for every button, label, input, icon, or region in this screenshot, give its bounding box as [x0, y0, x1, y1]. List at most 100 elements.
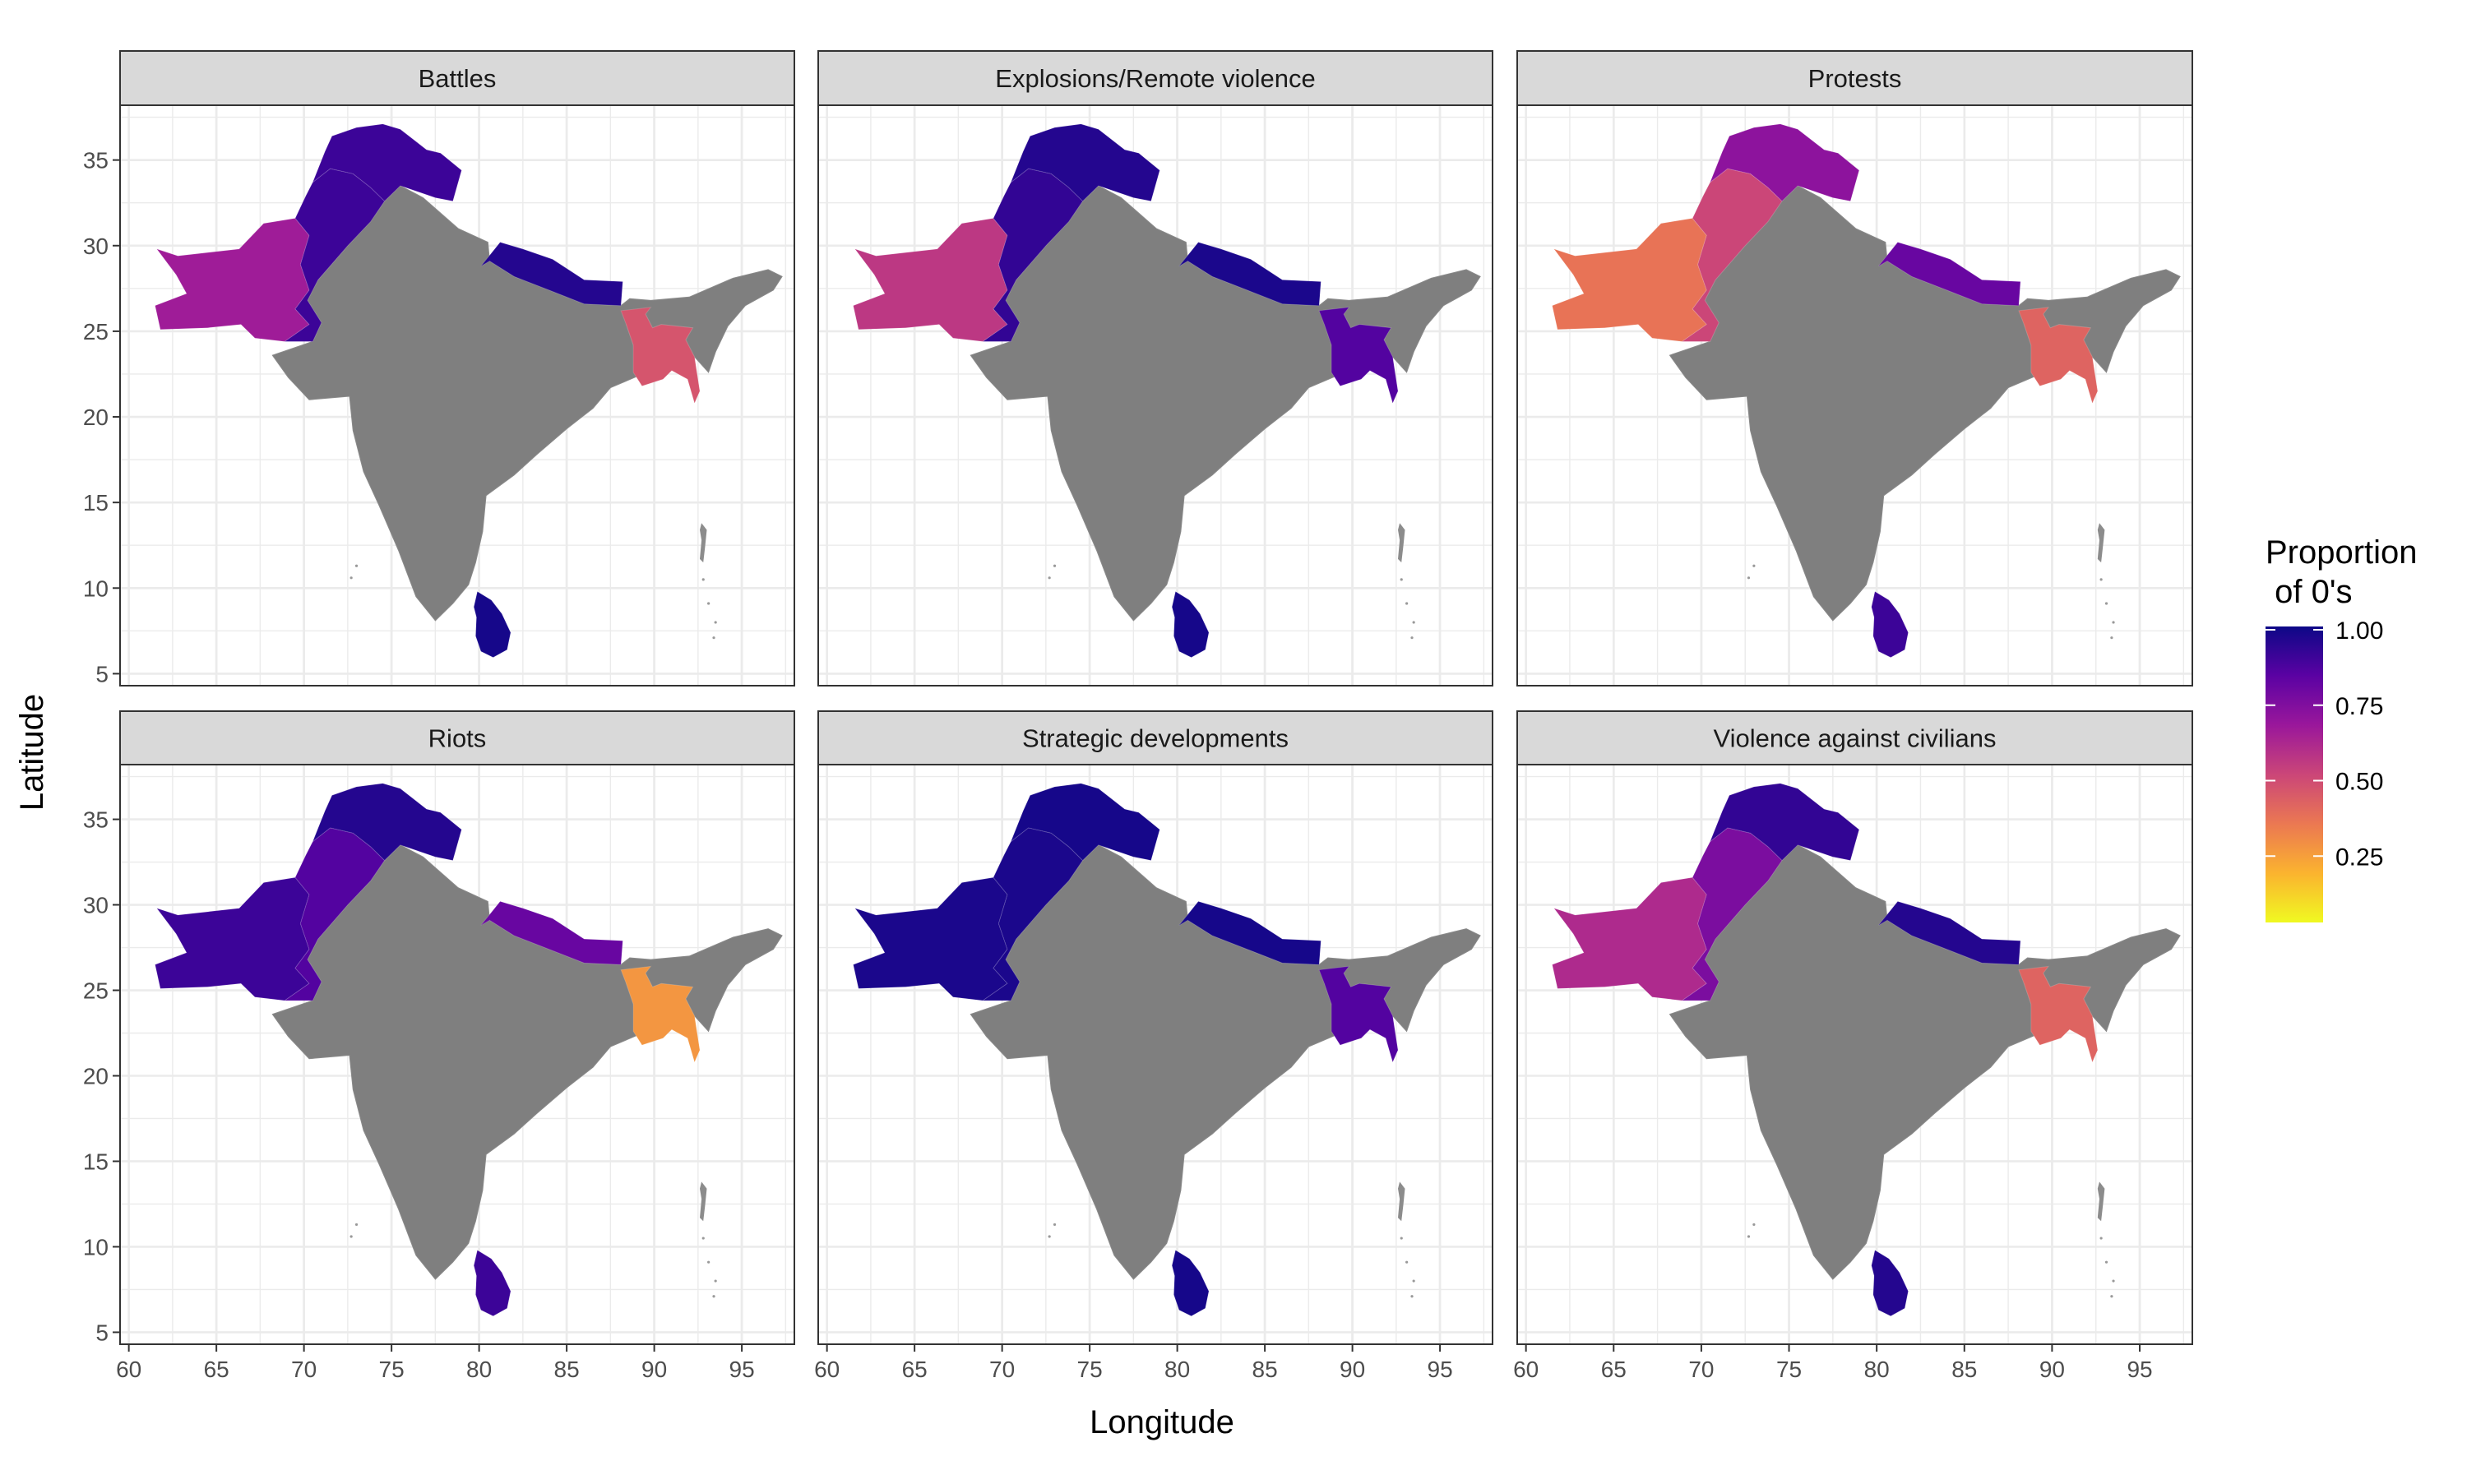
y-tick-label: 5	[95, 1320, 109, 1345]
x-tick-label: 90	[2039, 1357, 2065, 1382]
region-islands	[700, 523, 707, 563]
x-tick-label: 65	[1601, 1357, 1627, 1382]
region-nepal	[1877, 242, 2021, 307]
x-tick-label: 90	[641, 1357, 667, 1382]
island-dot	[2112, 1279, 2115, 1283]
x-tick-label: 60	[1513, 1357, 1539, 1382]
island-dot	[2110, 1295, 2113, 1298]
x-tick-label: 85	[1252, 1357, 1278, 1382]
legend-tick-label: 0.75	[2335, 693, 2383, 720]
facet-title: Explosions/Remote violence	[995, 64, 1315, 93]
x-tick-label: 90	[1340, 1357, 1365, 1382]
island-dot	[2099, 578, 2103, 581]
panel-border	[119, 764, 795, 1345]
legend-colorbar	[2266, 626, 2323, 922]
region-bangladesh	[2018, 307, 2099, 405]
facet-panel: Strategic developments 60 65 70 75 80 85 90 95	[814, 710, 1493, 1382]
y-tick-label: 25	[83, 978, 109, 1004]
island-dot	[1412, 621, 1415, 624]
facet-strip	[817, 710, 1493, 765]
legend-title-line2: of 0's	[2266, 574, 2352, 610]
island-dot	[714, 621, 717, 624]
x-tick-label: 60	[116, 1357, 141, 1382]
legend-tick-label: 0.25	[2335, 844, 2383, 871]
legend-tick-label: 0.50	[2335, 769, 2383, 796]
facet-title: Protests	[1808, 64, 1902, 93]
region-bangladesh	[2018, 965, 2099, 1064]
legend-title-line1: Proportion	[2266, 534, 2418, 571]
island-dot	[707, 1260, 710, 1264]
facet-title: Violence against civilians	[1713, 724, 1996, 753]
island-dot	[349, 576, 353, 580]
region-pak-n	[1010, 783, 1160, 862]
island-dot	[1412, 1279, 1415, 1283]
facet-panel: Protests	[1516, 50, 2193, 687]
facet-title: Strategic developments	[1022, 724, 1289, 753]
y-tick-label: 35	[83, 148, 109, 173]
island-dot	[1747, 1235, 1751, 1238]
region-pak-n	[1010, 123, 1160, 202]
facet-panel: Battles 5 10 15 20 25 30 35	[83, 50, 795, 687]
island-dot	[1405, 602, 1409, 605]
y-tick-label: 10	[83, 1234, 109, 1260]
island-dot	[354, 1223, 359, 1227]
region-pak-n	[312, 123, 462, 202]
x-tick-label: 85	[1951, 1357, 1977, 1382]
facet-strip	[119, 50, 795, 106]
island-dot	[1752, 1223, 1756, 1227]
panel-border	[817, 764, 1493, 1345]
region-islands	[700, 1181, 707, 1222]
island-dot	[354, 564, 359, 567]
x-tick-label: 95	[729, 1357, 755, 1382]
y-tick-label: 20	[83, 1063, 109, 1089]
facet-strip	[817, 50, 1493, 106]
island-dot	[1048, 1235, 1051, 1238]
x-tick-label: 70	[1688, 1357, 1714, 1382]
island-dot	[1400, 578, 1403, 581]
x-tick-label: 80	[466, 1357, 492, 1382]
y-tick-label: 20	[83, 405, 109, 430]
island-dot	[714, 1279, 717, 1283]
island-dot	[1048, 576, 1051, 580]
panel-border	[119, 104, 795, 687]
facet-strip	[1516, 50, 2193, 106]
region-pak-n	[1709, 783, 1860, 862]
region-bangladesh	[1318, 965, 1399, 1064]
x-tick-label: 80	[1164, 1357, 1190, 1382]
region-nepal	[480, 900, 623, 965]
panel-border	[817, 104, 1493, 687]
island-dot	[1405, 1260, 1409, 1264]
island-dot	[2099, 1237, 2103, 1240]
island-dot	[349, 1235, 353, 1238]
legend: Proportion of 0's 1.00 0.75 0.50 0.25	[2266, 534, 2418, 922]
island-dot	[1752, 564, 1756, 567]
facet-strip	[119, 710, 795, 765]
facet-title: Riots	[428, 724, 487, 753]
x-tick-label: 65	[204, 1357, 229, 1382]
island-dot	[712, 636, 715, 640]
y-tick-label: 30	[83, 233, 109, 259]
x-axis-title: Longitude	[1090, 1404, 1234, 1440]
panel-border	[1516, 764, 2193, 1345]
island-dot	[2104, 1260, 2108, 1264]
x-tick-label: 95	[1428, 1357, 1453, 1382]
region-nepal	[1178, 242, 1321, 307]
y-axis-title: Latitude	[14, 694, 50, 811]
island-dot	[2112, 621, 2115, 624]
x-tick-label: 75	[1776, 1357, 1802, 1382]
island-dot	[1747, 576, 1751, 580]
island-dot	[2104, 602, 2108, 605]
y-tick-label: 35	[83, 807, 109, 833]
x-tick-label: 70	[291, 1357, 317, 1382]
island-dot	[1410, 1295, 1414, 1298]
region-bangladesh	[620, 965, 701, 1064]
island-dot	[1053, 564, 1057, 567]
y-tick-label: 15	[83, 490, 109, 515]
region-pak-n	[1709, 123, 1860, 202]
y-tick-label: 10	[83, 576, 109, 601]
region-islands	[2097, 523, 2105, 563]
region-islands	[1398, 523, 1405, 563]
island-dot	[1400, 1237, 1403, 1240]
x-tick-label: 60	[814, 1357, 840, 1382]
region-bangladesh	[620, 307, 701, 405]
